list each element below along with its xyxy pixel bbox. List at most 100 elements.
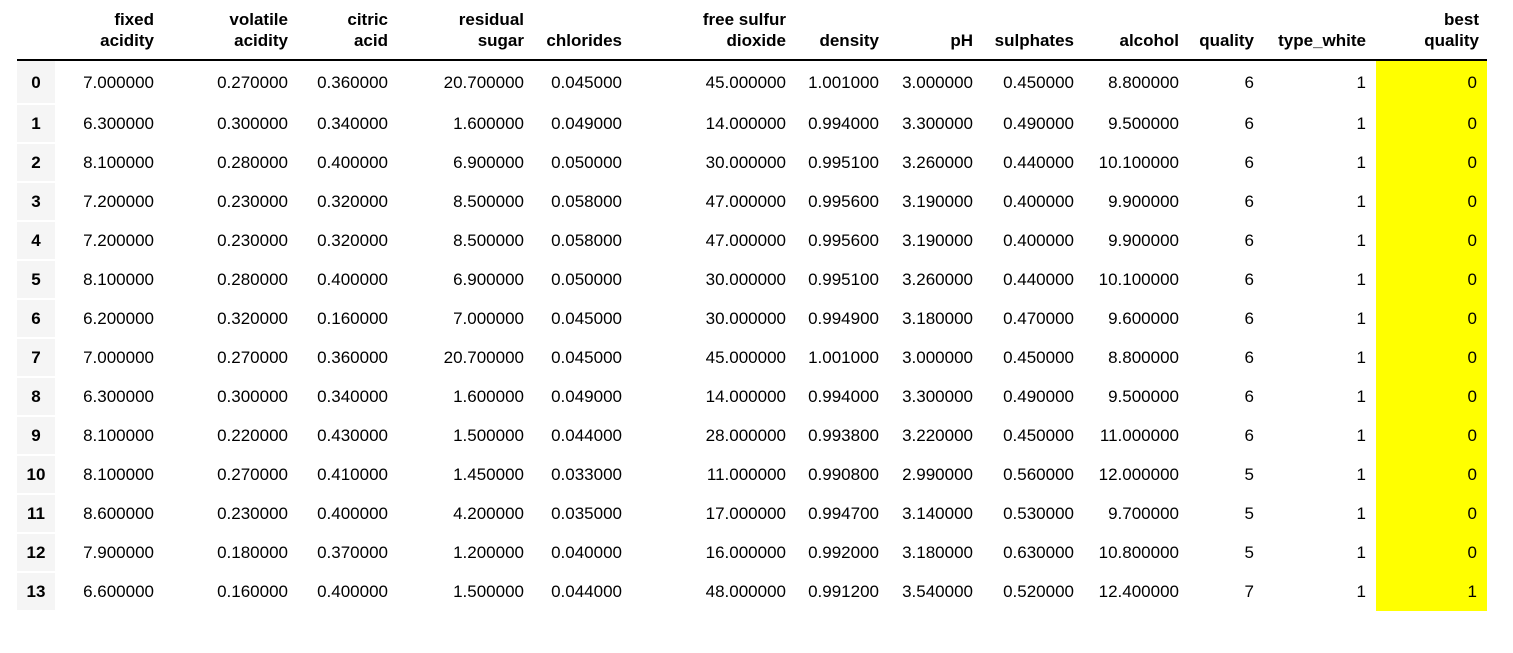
cell-free-sulfur-dioxide: 30.000000 — [705, 308, 786, 328]
cell-citric-acid: 0.370000 — [317, 542, 388, 562]
cell-alcohol: 12.400000 — [1098, 581, 1179, 601]
cell-free-sulfur-dioxide: 16.000000 — [705, 542, 786, 562]
cell-type-white: 1 — [1356, 347, 1366, 367]
cell-citric-acid: 0.320000 — [317, 230, 388, 250]
cell-pH: 3.190000 — [902, 230, 973, 250]
cell-pH: 3.540000 — [902, 581, 973, 601]
cell-citric-acid: 0.410000 — [317, 464, 388, 484]
cell-sulphates: 0.490000 — [1003, 113, 1074, 133]
cell-sulphates: 0.630000 — [1003, 542, 1074, 562]
column-header-line: volatile — [229, 10, 288, 29]
cell-fixed-acidity: 7.000000 — [83, 347, 154, 367]
table-row: 5 8.100000 0.280000 0.400000 6.900000 0.05000… — [17, 260, 1487, 300]
cell-density: 0.993800 — [808, 425, 879, 445]
cell-sulphates: 0.470000 — [1003, 308, 1074, 328]
cell-sulphates: 0.400000 — [1003, 191, 1074, 211]
cell-citric-acid: 0.400000 — [317, 503, 388, 523]
cell-chlorides: 0.058000 — [551, 191, 622, 211]
cell-quality: 6 — [1244, 386, 1254, 406]
cell-fixed-acidity: 8.100000 — [83, 425, 154, 445]
cell-density: 0.994700 — [808, 503, 879, 523]
cell-chlorides: 0.044000 — [551, 581, 622, 601]
column-header-line: acid — [353, 31, 388, 50]
cell-pH: 3.260000 — [902, 269, 973, 289]
row-index: 5 — [17, 260, 55, 300]
table-row: 10 8.100000 0.270000 0.410000 1.450000 0.0330… — [17, 455, 1487, 495]
cell-fixed-acidity: 7.000000 — [83, 73, 154, 92]
column-header-volatile-acidity: volatile acidity — [164, 4, 298, 61]
cell-pH: 3.260000 — [902, 152, 973, 172]
cell-alcohol: 9.500000 — [1108, 113, 1179, 133]
cell-volatile-acidity: 0.230000 — [217, 230, 288, 250]
cell-density: 0.994000 — [808, 386, 879, 406]
cell-quality: 5 — [1244, 464, 1254, 484]
cell-volatile-acidity: 0.280000 — [217, 269, 288, 289]
table-row: 8 6.300000 0.300000 0.340000 1.600000 0.04900… — [17, 377, 1487, 417]
cell-density: 0.995600 — [808, 230, 879, 250]
cell-chlorides: 0.045000 — [551, 308, 622, 328]
cell-chlorides: 0.058000 — [551, 230, 622, 250]
table-row: 7 7.000000 0.270000 0.360000 20.700000 0.0450… — [17, 338, 1487, 378]
cell-quality: 6 — [1244, 230, 1254, 250]
cell-chlorides: 0.033000 — [551, 464, 622, 484]
table-row: 1 6.300000 0.300000 0.340000 1.600000 0.04900… — [17, 104, 1487, 144]
cell-citric-acid: 0.360000 — [317, 73, 388, 92]
cell-pH: 3.190000 — [902, 191, 973, 211]
cell-residual-sugar: 6.900000 — [453, 152, 524, 172]
column-header-line: sugar — [477, 31, 524, 50]
column-header-line: sulphates — [994, 31, 1074, 50]
cell-type-white: 1 — [1356, 386, 1366, 406]
cell-chlorides: 0.035000 — [551, 503, 622, 523]
cell-quality: 5 — [1244, 542, 1254, 562]
table-row: 2 8.100000 0.280000 0.400000 6.900000 0.05000… — [17, 143, 1487, 183]
cell-type-white: 1 — [1356, 308, 1366, 328]
cell-citric-acid: 0.160000 — [317, 308, 388, 328]
cell-free-sulfur-dioxide: 47.000000 — [705, 230, 786, 250]
column-header-line: quality — [1199, 31, 1254, 50]
cell-quality: 6 — [1244, 269, 1254, 289]
cell-residual-sugar: 6.900000 — [453, 269, 524, 289]
cell-residual-sugar: 1.450000 — [453, 464, 524, 484]
cell-sulphates: 0.490000 — [1003, 386, 1074, 406]
cell-free-sulfur-dioxide: 30.000000 — [705, 269, 786, 289]
column-header-pH: pH — [889, 4, 983, 61]
cell-volatile-acidity: 0.280000 — [217, 152, 288, 172]
index-header — [17, 4, 55, 61]
cell-alcohol: 12.000000 — [1098, 464, 1179, 484]
cell-density: 0.990800 — [808, 464, 879, 484]
cell-density: 0.994900 — [808, 308, 879, 328]
column-header-line: type_white — [1278, 31, 1366, 50]
cell-pH: 2.990000 — [902, 464, 973, 484]
cell-alcohol: 9.700000 — [1108, 503, 1179, 523]
cell-best-quality: 0 — [1376, 494, 1487, 533]
column-header-line: citric — [347, 10, 388, 29]
cell-quality: 6 — [1244, 191, 1254, 211]
column-header-line: alcohol — [1119, 31, 1179, 50]
table-row: 6 6.200000 0.320000 0.160000 7.000000 0.04500… — [17, 299, 1487, 339]
cell-chlorides: 0.045000 — [551, 73, 622, 92]
column-header-free-sulfur-dioxide: free sulfur dioxide — [632, 4, 796, 61]
cell-pH: 3.180000 — [902, 308, 973, 328]
cell-best-quality: 0 — [1376, 455, 1487, 494]
cell-density: 0.995600 — [808, 191, 879, 211]
cell-citric-acid: 0.340000 — [317, 386, 388, 406]
cell-citric-acid: 0.360000 — [317, 347, 388, 367]
cell-best-quality: 0 — [1376, 260, 1487, 299]
cell-fixed-acidity: 6.300000 — [83, 386, 154, 406]
cell-free-sulfur-dioxide: 28.000000 — [705, 425, 786, 445]
cell-chlorides: 0.044000 — [551, 425, 622, 445]
table-row: 3 7.200000 0.230000 0.320000 8.500000 0.05800… — [17, 182, 1487, 222]
cell-free-sulfur-dioxide: 45.000000 — [705, 73, 786, 92]
cell-type-white: 1 — [1356, 230, 1366, 250]
cell-best-quality: 0 — [1376, 60, 1487, 104]
cell-type-white: 1 — [1356, 152, 1366, 172]
cell-citric-acid: 0.400000 — [317, 269, 388, 289]
cell-alcohol: 9.500000 — [1108, 386, 1179, 406]
table-row: 12 7.900000 0.180000 0.370000 1.200000 0.0400… — [17, 533, 1487, 573]
cell-fixed-acidity: 6.600000 — [83, 581, 154, 601]
cell-citric-acid: 0.400000 — [317, 152, 388, 172]
cell-chlorides: 0.045000 — [551, 347, 622, 367]
cell-type-white: 1 — [1356, 581, 1366, 601]
column-header-line: residual — [458, 10, 524, 29]
cell-quality: 6 — [1244, 73, 1254, 92]
